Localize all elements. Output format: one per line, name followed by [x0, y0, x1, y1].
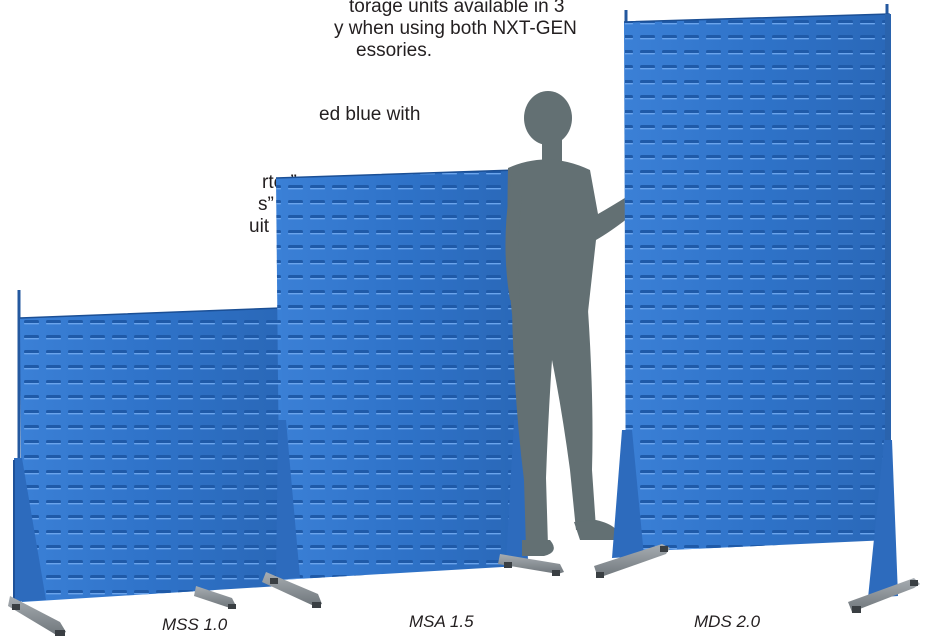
- mds-stand: [594, 4, 920, 613]
- mss-stand: [8, 290, 280, 636]
- caption-mds: MDS 2.0: [694, 612, 760, 632]
- caption-msa: MSA 1.5: [409, 612, 474, 632]
- caption-mss: MSS 1.0: [162, 615, 227, 635]
